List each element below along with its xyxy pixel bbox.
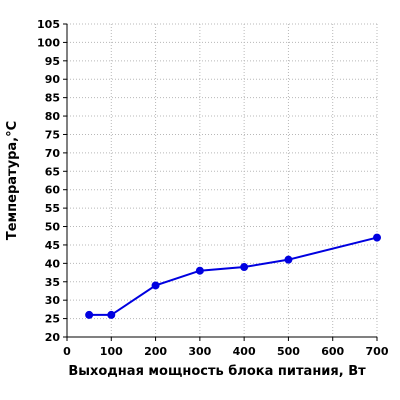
y-tick-label: 105 <box>37 18 60 31</box>
x-tick-label: 500 <box>277 345 300 358</box>
y-tick-label: 50 <box>45 221 61 234</box>
y-tick-label: 80 <box>45 110 61 123</box>
y-tick-label: 25 <box>45 313 60 326</box>
x-tick-label: 0 <box>63 345 71 358</box>
y-tick-label: 20 <box>45 331 61 344</box>
data-point <box>107 310 116 319</box>
series-line <box>89 236 378 316</box>
y-tick-label: 100 <box>37 36 60 49</box>
x-tick-label: 600 <box>321 345 344 358</box>
data-point <box>151 281 160 290</box>
x-axis-title: Выходная мощность блока питания, Вт <box>68 364 366 379</box>
y-axis-title: Температура,°C <box>5 121 20 240</box>
data-point <box>240 263 249 272</box>
axes <box>63 23 378 341</box>
y-tick-label: 45 <box>45 239 60 252</box>
data-point <box>195 266 204 275</box>
tick-labels: 20 25 30 35 40 45 50 55 60 65 70 75 80 85 90 95 100 105 0 1… <box>37 18 389 358</box>
y-tick-label: 60 <box>45 184 61 197</box>
x-tick-label: 200 <box>144 345 167 358</box>
grid <box>67 23 378 337</box>
x-tick-label: 300 <box>188 345 211 358</box>
y-tick-label: 30 <box>45 294 61 307</box>
y-tick-label: 55 <box>45 202 60 215</box>
y-tick-label: 70 <box>45 147 61 160</box>
x-tick-label: 700 <box>366 345 389 358</box>
y-tick-label: 40 <box>45 257 61 270</box>
data-point <box>85 310 94 319</box>
y-tick-label: 85 <box>45 92 60 105</box>
y-tick-label: 75 <box>45 128 60 141</box>
y-tick-label: 90 <box>45 73 61 86</box>
data-point <box>284 255 293 264</box>
y-tick-label: 35 <box>45 276 60 289</box>
y-tick-label: 65 <box>45 165 60 178</box>
data-point <box>373 233 381 242</box>
y-tick-label: 95 <box>45 55 60 68</box>
x-tick-label: 400 <box>233 345 256 358</box>
x-tick-label: 100 <box>100 345 123 358</box>
series <box>85 233 381 319</box>
